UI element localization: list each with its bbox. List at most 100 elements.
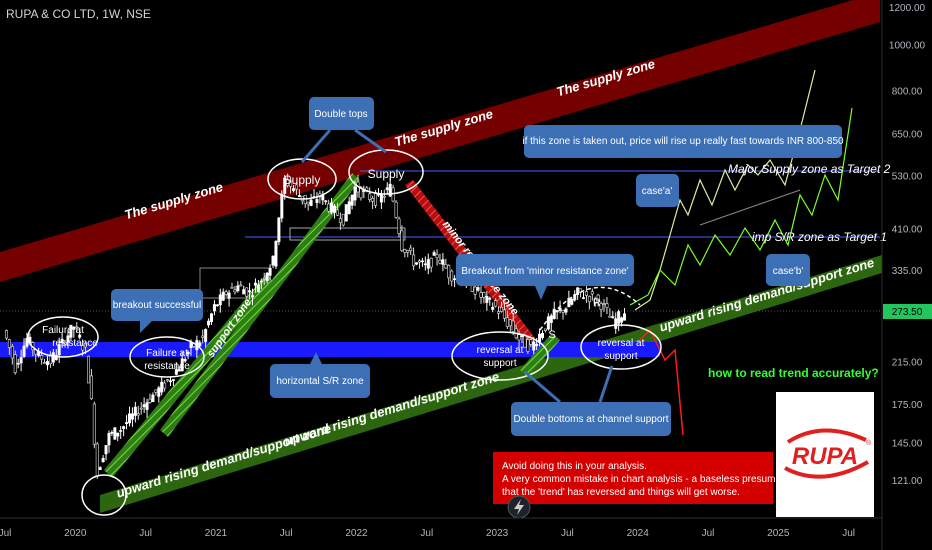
candle-body (183, 359, 187, 362)
candle-body (10, 346, 14, 359)
candle-body (297, 195, 301, 197)
channel-line-a (699, 189, 801, 226)
price-tick-label: 1200.00 (889, 3, 926, 14)
reversal-label-1a: reversal at (477, 345, 524, 356)
candle-body (119, 430, 123, 432)
time-tick-label: Jul (842, 528, 855, 539)
candle-body (292, 188, 296, 191)
replay-icon[interactable] (507, 495, 531, 519)
time-tick-label: 2022 (345, 528, 368, 539)
candle-body (444, 264, 448, 269)
candle-body (69, 324, 73, 338)
candle-body (347, 201, 351, 214)
price-tick-label: 1000.00 (889, 41, 926, 52)
candle-body (476, 287, 480, 291)
candle-body (239, 284, 243, 287)
rupa-logo-mark: ® (866, 439, 872, 447)
candle-body (602, 303, 606, 305)
candle-body (368, 193, 372, 200)
callout-horizontal-sr-text: horizontal S/R zone (276, 376, 364, 387)
candle-body (160, 381, 164, 393)
candle-body (394, 201, 398, 218)
reversal-label-1b: support (483, 358, 517, 369)
reversal-circle-1 (451, 331, 549, 381)
failure-circle-1 (27, 316, 99, 358)
candle-body (104, 445, 108, 455)
time-tick-label: 2024 (627, 528, 650, 539)
candle-body (333, 205, 337, 213)
candle-body (262, 278, 266, 280)
callout-breakout-successful-text: breakout successful (113, 300, 201, 311)
candle-body (538, 333, 542, 343)
price-tick-label: 335.00 (892, 266, 923, 277)
price-tick-label: 800.00 (892, 87, 923, 98)
candle-body (432, 252, 436, 256)
candle-body (327, 203, 331, 212)
candle-body (438, 259, 442, 264)
candle-body (315, 199, 319, 203)
failure-circle-2 (129, 336, 205, 378)
candle-body (48, 354, 52, 365)
supply-circle-2 (348, 149, 424, 195)
candle-body (535, 343, 539, 347)
read-trend-label: how to read trend accurately? (708, 366, 879, 380)
time-tick-label: 2025 (767, 528, 790, 539)
candle-body (177, 369, 181, 372)
demand-zone-channel (100, 255, 882, 513)
candle-body (353, 186, 357, 201)
candle-body (614, 318, 618, 329)
candle-body (582, 297, 586, 299)
candle-body (43, 362, 47, 364)
candle-body (321, 195, 325, 201)
warning-line-3: that the 'trend' has reversed and things… (502, 487, 740, 498)
candle-body (72, 326, 76, 330)
candle-body (168, 380, 172, 383)
callout-double-tops: Double tops (300, 97, 387, 163)
candle-body (362, 190, 366, 192)
candle-body (623, 313, 627, 321)
candle-body (564, 308, 568, 313)
candle-body (45, 361, 49, 366)
last-price-badge: 273.50 (883, 304, 932, 319)
candle-body (251, 295, 255, 298)
candle-body (66, 335, 70, 343)
candle-body (142, 404, 146, 408)
candle-body (324, 200, 328, 203)
candle-body (605, 303, 609, 308)
candle-body (133, 406, 137, 416)
price-axis[interactable]: 121.00 145.00 175.00 215.00 335.00 410.00 530.… (889, 3, 926, 487)
callout-double-bottoms: Double bottoms at channel support (511, 365, 671, 436)
candle-body (81, 344, 85, 351)
candle-body (359, 186, 363, 199)
time-tick-label: Jul (280, 528, 293, 539)
candle-body (227, 292, 231, 299)
candle-body (198, 342, 202, 347)
candle-body (289, 180, 293, 187)
candle-body (426, 259, 430, 269)
candle-body (212, 304, 216, 312)
candle-body (499, 307, 503, 312)
candle-body (491, 306, 495, 310)
candle-body (186, 351, 190, 355)
candle-body (596, 294, 600, 301)
time-tick-label: Jul (561, 528, 574, 539)
candle-body (450, 270, 454, 282)
candle-body (488, 297, 492, 300)
symbol-title: RUPA & CO LTD, 1W, NSE (6, 7, 151, 21)
candle-body (215, 304, 219, 307)
consolidation-box (289, 227, 406, 241)
horizontal-sr-band (0, 342, 660, 357)
time-axis[interactable]: Jul 2020 Jul 2021 Jul 2022 Jul 2023 Jul 2024 Jul 20… (0, 528, 855, 539)
candle-body (95, 443, 99, 477)
warning-box: Avoid doing this in your analysis. A ver… (493, 452, 797, 504)
rupa-logo-text: RUPA (792, 443, 858, 470)
candle-body (344, 204, 348, 222)
candle-body (89, 375, 93, 400)
candle-body (127, 413, 131, 424)
candle-body (63, 342, 67, 345)
candle-body (429, 257, 433, 268)
warning-line-2: A very common mistake in chart analysis … (502, 474, 797, 485)
candle-body (274, 241, 278, 267)
candle-body (350, 194, 354, 206)
